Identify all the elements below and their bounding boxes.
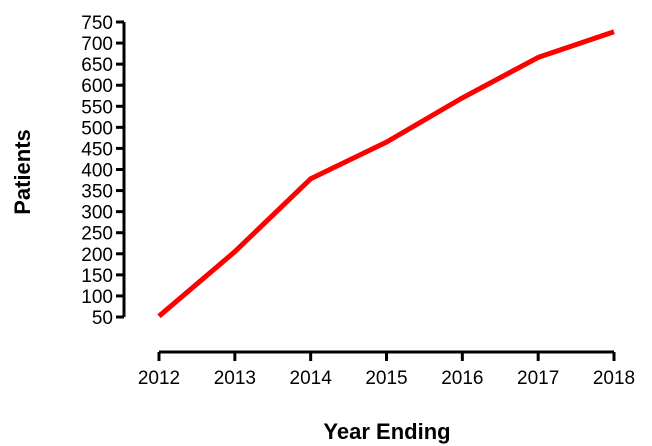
y-tick-label: 150 [81,266,113,287]
y-tick-label: 550 [81,97,113,118]
y-tick-label: 450 [81,139,113,160]
x-tick-label: 2017 [517,368,559,389]
y-tick-label: 500 [81,118,113,139]
x-axis-title: Year Ending [323,419,450,444]
x-tick-label: 2014 [290,368,333,389]
y-tick-label: 350 [81,182,113,203]
y-tick-label: 700 [81,34,113,55]
y-axis: 5010015020025030035040045050055060065070… [81,13,126,329]
x-axis: 2012 2013 2014 2015 2016 2017 2018 [138,350,635,389]
x-tick-label: 2012 [138,368,180,389]
x-tick-label: 2015 [365,368,407,389]
y-tick-label: 50 [92,308,113,329]
y-tick-label: 300 [81,203,113,224]
plot-area [157,29,615,319]
x-tick-label: 2016 [441,368,483,389]
y-tick-label: 100 [81,287,113,308]
x-tick-label: 2018 [593,368,635,389]
y-tick-label: 650 [81,55,113,76]
x-tick-label: 2013 [214,368,256,389]
y-axis-title: Patients [10,129,35,215]
y-tick-label: 750 [81,13,113,34]
y-tick-label: 250 [81,224,113,245]
y-tick-label: 200 [81,245,113,266]
series-line [157,29,615,319]
y-tick-label: 400 [81,161,113,182]
y-tick-label: 600 [81,76,113,97]
